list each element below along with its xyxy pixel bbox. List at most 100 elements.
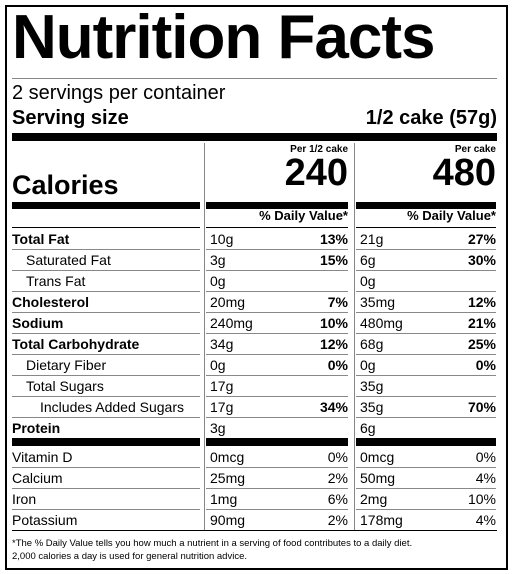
thick-rule bbox=[206, 438, 348, 446]
amount: 25mg bbox=[210, 470, 246, 486]
amount: 3g bbox=[210, 420, 226, 436]
daily-value: 21% bbox=[467, 315, 496, 331]
serving-size-value: 1/2 cake (57g) bbox=[365, 107, 497, 129]
row-rule bbox=[356, 227, 496, 228]
row-rule bbox=[12, 312, 200, 313]
thick-rule bbox=[12, 133, 497, 141]
row-rule bbox=[12, 375, 200, 376]
dv-heading: % Daily Value* bbox=[407, 208, 496, 223]
daily-value: 2% bbox=[327, 470, 348, 486]
nutrient-name: Saturated Fat bbox=[26, 252, 111, 268]
dv-heading: % Daily Value* bbox=[259, 208, 348, 223]
row-rule bbox=[12, 488, 200, 489]
daily-value: 0% bbox=[475, 357, 496, 373]
daily-value: 2% bbox=[327, 512, 348, 528]
row-rule bbox=[206, 488, 348, 489]
amount: 240mg bbox=[210, 315, 253, 331]
daily-value: 10% bbox=[467, 491, 496, 507]
row-rule bbox=[356, 354, 496, 355]
nutrient-name: Calcium bbox=[12, 470, 63, 486]
row-rule bbox=[356, 467, 496, 468]
row-rule bbox=[206, 227, 348, 228]
row-rule bbox=[206, 509, 348, 510]
amount: 17g bbox=[210, 378, 234, 394]
label-border bbox=[5, 5, 508, 570]
amount: 34g bbox=[210, 336, 234, 352]
calories-value: 480 bbox=[432, 152, 496, 194]
row-rule bbox=[12, 249, 200, 250]
column-rule bbox=[354, 143, 355, 530]
row-rule bbox=[12, 333, 200, 334]
amount: 1mg bbox=[210, 491, 238, 507]
row-rule bbox=[206, 312, 348, 313]
daily-value: 6% bbox=[327, 491, 348, 507]
row-rule bbox=[12, 509, 200, 510]
row-rule bbox=[206, 396, 348, 397]
row-rule bbox=[356, 291, 496, 292]
thick-rule bbox=[206, 202, 348, 209]
row-rule bbox=[206, 417, 348, 418]
daily-value: 70% bbox=[467, 399, 496, 415]
row-rule bbox=[356, 396, 496, 397]
nutrient-name: Vitamin D bbox=[12, 449, 73, 465]
row-rule bbox=[356, 509, 496, 510]
daily-value: 25% bbox=[467, 336, 496, 352]
nutrient-name: Potassium bbox=[12, 512, 78, 528]
amount: 6g bbox=[360, 252, 376, 268]
row-rule bbox=[12, 417, 200, 418]
servings: 2 servings per container bbox=[12, 82, 226, 104]
nutrient-name: Total Sugars bbox=[26, 378, 104, 394]
amount: 0g bbox=[210, 357, 226, 373]
amount: 0g bbox=[210, 273, 226, 289]
daily-value: 4% bbox=[475, 470, 496, 486]
daily-value: 7% bbox=[327, 294, 348, 310]
daily-value: 15% bbox=[319, 252, 348, 268]
daily-value: 30% bbox=[467, 252, 496, 268]
row-rule bbox=[356, 333, 496, 334]
nutrient-name: Total Fat bbox=[12, 231, 70, 247]
nutrient-name: Trans Fat bbox=[26, 273, 86, 289]
daily-value: 4% bbox=[475, 512, 496, 528]
row-rule bbox=[12, 354, 200, 355]
daily-value: 27% bbox=[467, 231, 496, 247]
row-rule bbox=[356, 312, 496, 313]
amount: 0mcg bbox=[210, 449, 245, 465]
row-rule bbox=[12, 227, 200, 228]
amount: 90mg bbox=[210, 512, 246, 528]
nutrient-name: Cholesterol bbox=[12, 294, 90, 310]
daily-value: 0% bbox=[327, 449, 348, 465]
rule bbox=[12, 530, 497, 531]
footnote: 2,000 calories a day is used for general… bbox=[12, 551, 247, 562]
daily-value: 10% bbox=[319, 315, 348, 331]
row-rule bbox=[12, 291, 200, 292]
amount: 35mg bbox=[360, 294, 396, 310]
row-rule bbox=[206, 270, 348, 271]
amount: 0mcg bbox=[360, 449, 395, 465]
row-rule bbox=[206, 354, 348, 355]
column-rule bbox=[204, 143, 205, 530]
row-rule bbox=[12, 270, 200, 271]
amount: 17g bbox=[210, 399, 234, 415]
row-rule bbox=[356, 417, 496, 418]
row-rule bbox=[206, 249, 348, 250]
daily-value: 13% bbox=[319, 231, 348, 247]
daily-value: 0% bbox=[475, 449, 496, 465]
row-rule bbox=[12, 396, 200, 397]
amount: 2mg bbox=[360, 491, 388, 507]
row-rule bbox=[356, 270, 496, 271]
thick-rule bbox=[12, 438, 200, 446]
row-rule bbox=[206, 375, 348, 376]
nutrient-name: Dietary Fiber bbox=[26, 357, 107, 373]
daily-value: 12% bbox=[319, 336, 348, 352]
daily-value: 0% bbox=[327, 357, 348, 373]
footnote: *The % Daily Value tells you how much a … bbox=[12, 538, 413, 549]
amount: 20mg bbox=[210, 294, 246, 310]
amount: 6g bbox=[360, 420, 376, 436]
nutrient-name: Sodium bbox=[12, 315, 64, 331]
column-heading: Per cake bbox=[454, 144, 496, 155]
serving-size-label: Serving size bbox=[12, 107, 129, 129]
thick-rule bbox=[356, 438, 496, 446]
daily-value: 34% bbox=[319, 399, 348, 415]
amount: 3g bbox=[210, 252, 226, 268]
